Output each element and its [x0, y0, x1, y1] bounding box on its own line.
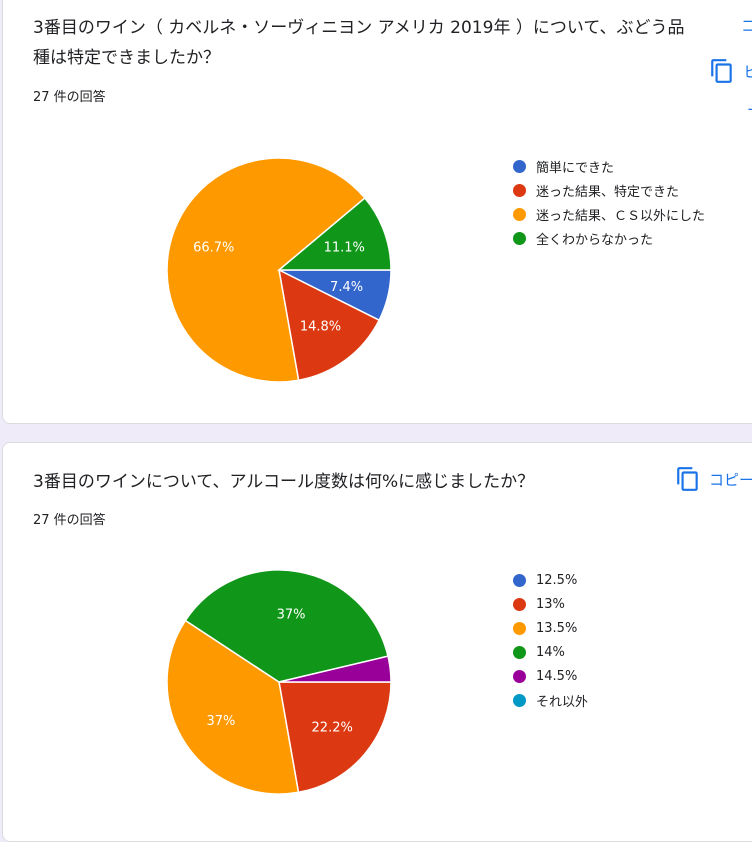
- chart-legend: 簡単にできた迷った結果、特定できた迷った結果、ＣＳ以外にした 全くわからなかった: [513, 154, 705, 250]
- legend-label: 14.5%: [536, 668, 578, 684]
- legend-color-dot: [513, 183, 526, 197]
- legend-label: 迷った結果、ＣＳ以外にした: [536, 208, 706, 224]
- slice-value-label: 37%: [277, 608, 306, 623]
- question-card-2: 3番目のワインについて、アルコール度数は何%に感じましたか？ 27 件の回答 コ…: [2, 442, 752, 842]
- legend-item: 13.5%: [513, 616, 588, 640]
- legend-item: それ以外: [513, 688, 588, 712]
- legend-color-dot: [513, 159, 526, 173]
- slice-value-label: 37%: [207, 714, 236, 729]
- legend-label: それ以外: [536, 694, 589, 710]
- copy-chart-button[interactable]: ヒ: [709, 57, 752, 85]
- slice-value-label: 11.1%: [324, 240, 365, 255]
- pie-slice[interactable]: [184, 569, 389, 683]
- pie-chart: 22.2% 37% 37%: [166, 569, 392, 795]
- question-title: 3番目のワインについて、アルコール度数は何%に感じましたか？: [33, 472, 535, 492]
- pie-chart: 7.4% 14.8% 66.7% 11.1%: [166, 157, 392, 383]
- copy-label-fragment: ー: [747, 99, 752, 120]
- copy-chart-button[interactable]: コピー: [675, 465, 752, 493]
- legend-item: 迷った結果、ＣＳ以外にした: [513, 202, 705, 226]
- pie-slice[interactable]: [278, 655, 392, 683]
- legend-label: 迷った結果、特定できた: [536, 184, 680, 200]
- legend-label: 12.5%: [536, 572, 578, 588]
- question-title: 3番目のワイン（ カベルネ・ソーヴィニヨン アメリカ 2019年 ）について、ぶ…: [33, 18, 685, 68]
- legend-color-dot: [513, 693, 526, 707]
- legend-color-dot: [513, 621, 526, 635]
- legend-label: 14%: [536, 644, 565, 660]
- chart-legend: 12.5% 13% 13.5% 14% 14.5% それ以外: [513, 568, 588, 712]
- pie-slice[interactable]: [166, 157, 366, 383]
- legend-color-dot: [513, 207, 526, 221]
- pie-slice[interactable]: [277, 268, 381, 382]
- legend-label: 簡単にできた: [536, 160, 615, 176]
- response-count: 27 件の回答: [33, 90, 106, 105]
- legend-color-dot: [513, 597, 526, 611]
- slice-value-label: 14.8%: [300, 320, 341, 335]
- legend-color-dot: [513, 669, 526, 683]
- side-button-fragment[interactable]: コ: [741, 17, 752, 35]
- legend-label: 13.5%: [536, 620, 578, 636]
- copy-label: ヒ: [743, 62, 752, 81]
- legend-item: 迷った結果、特定できた: [513, 178, 705, 202]
- legend-color-dot: [513, 573, 526, 587]
- legend-item: 全くわからなかった: [513, 226, 705, 250]
- slice-value-label: 7.4%: [330, 280, 363, 295]
- pie-slice[interactable]: [166, 619, 300, 795]
- legend-color-dot: [513, 645, 526, 659]
- copy-icon: [711, 59, 732, 83]
- legend-item: 13%: [513, 592, 588, 616]
- legend-item: 14.5%: [513, 664, 588, 688]
- slice-value-label: 22.2%: [312, 721, 353, 736]
- copy-icon: [677, 467, 698, 491]
- response-count: 27 件の回答: [33, 513, 106, 528]
- copy-label: コピー: [709, 470, 752, 489]
- legend-item: 12.5%: [513, 568, 588, 592]
- slice-value-label: 66.7%: [193, 240, 234, 255]
- legend-color-dot: [513, 231, 526, 245]
- legend-item: 14%: [513, 640, 588, 664]
- legend-item: 簡単にできた: [513, 154, 705, 178]
- legend-label: 13%: [536, 596, 565, 612]
- pie-slice[interactable]: [276, 197, 392, 271]
- legend-label: 全くわからなかった: [536, 232, 654, 248]
- question-card-1: 3番目のワイン（ カベルネ・ソーヴィニヨン アメリカ 2019年 ）について、ぶ…: [2, 0, 752, 424]
- pie-slice[interactable]: [278, 681, 392, 794]
